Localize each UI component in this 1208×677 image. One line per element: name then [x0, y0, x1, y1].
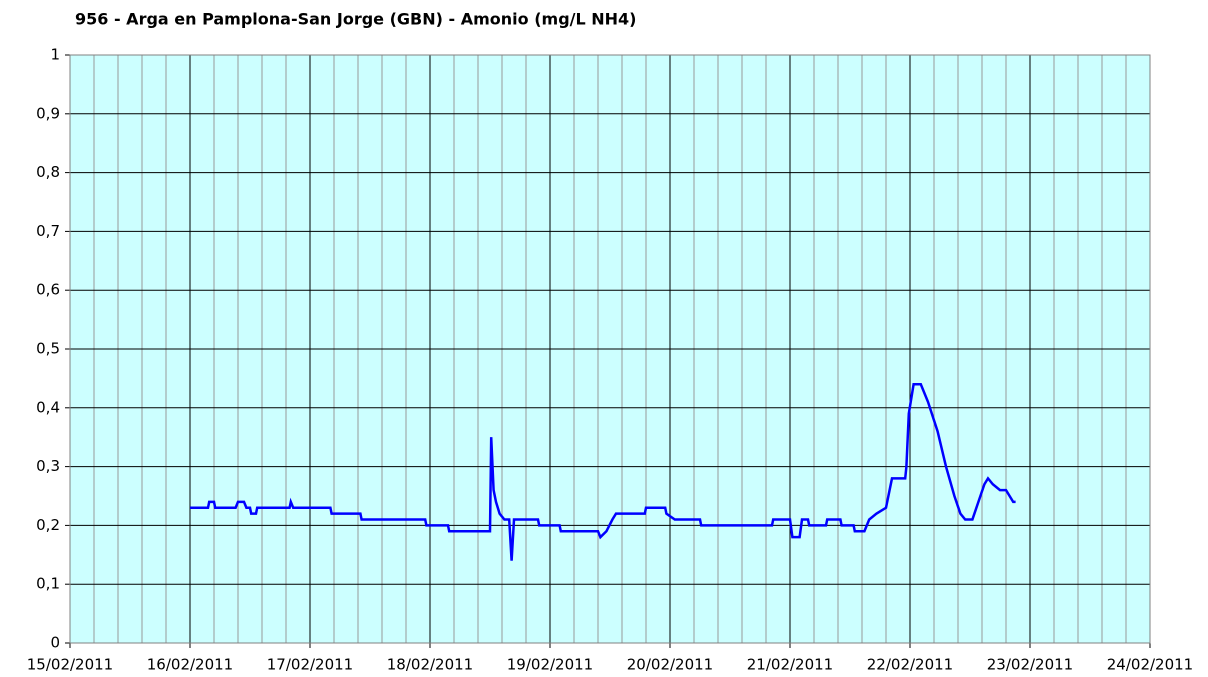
y-tick-label: 0,5	[36, 340, 60, 358]
x-tick-label: 22/02/2011	[867, 656, 953, 674]
y-tick-label: 1	[50, 46, 60, 64]
y-tick-label: 0,4	[36, 398, 60, 416]
x-tick-label: 19/02/2011	[507, 656, 593, 674]
y-tick-label: 0	[50, 634, 60, 652]
x-tick-label: 20/02/2011	[627, 656, 713, 674]
y-tick-label: 0,8	[36, 163, 60, 181]
plot-border	[69, 54, 1151, 644]
y-tick-label: 0,9	[36, 104, 60, 122]
y-tick-label: 0,6	[36, 281, 60, 299]
x-tick-label: 17/02/2011	[267, 656, 353, 674]
x-tick-label: 21/02/2011	[747, 656, 833, 674]
x-tick-label: 16/02/2011	[147, 656, 233, 674]
y-tick-label: 0,2	[36, 516, 60, 534]
x-tick-label: 15/02/2011	[27, 656, 113, 674]
x-tick-label: 24/02/2011	[1107, 656, 1193, 674]
data-line	[190, 383, 1016, 561]
chart-title: 956 - Arga en Pamplona-San Jorge (GBN) -…	[75, 10, 636, 29]
y-tick-label: 0,7	[36, 222, 60, 240]
x-tick-label: 18/02/2011	[387, 656, 473, 674]
x-tick-label: 23/02/2011	[987, 656, 1073, 674]
y-tick-label: 0,1	[36, 575, 60, 593]
y-tick-label: 0,3	[36, 457, 60, 475]
